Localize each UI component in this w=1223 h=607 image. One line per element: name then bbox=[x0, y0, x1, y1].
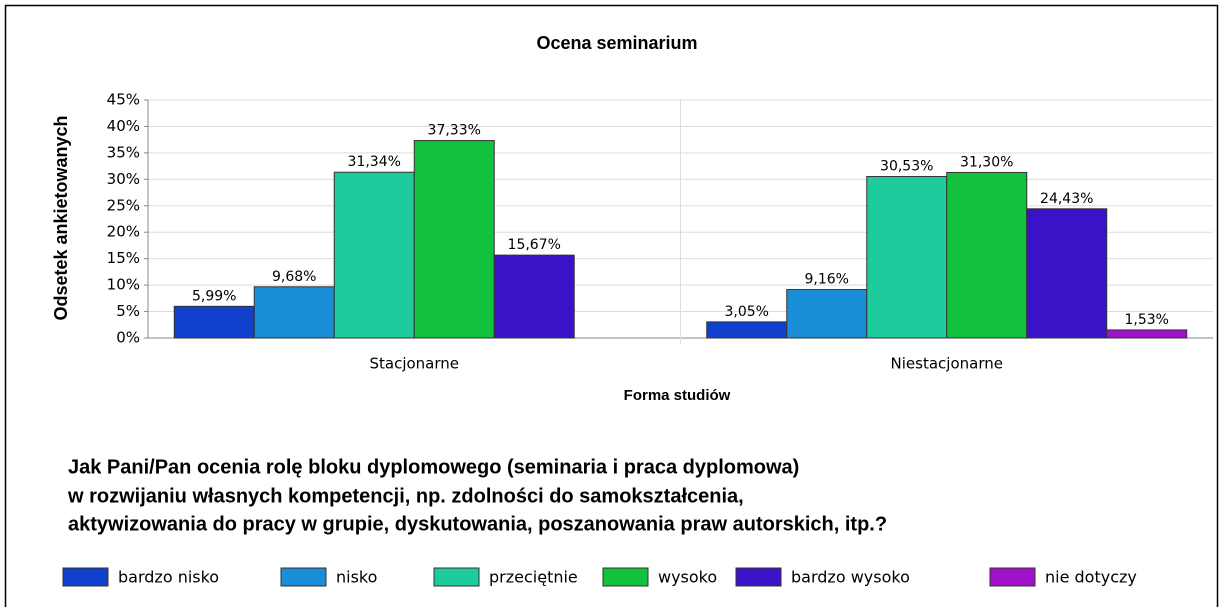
data-label: 31,34% bbox=[348, 154, 401, 170]
legend-label: nie dotyczy bbox=[1045, 568, 1137, 587]
y-tick-label: 35% bbox=[107, 143, 140, 161]
data-label: 37,33% bbox=[428, 123, 481, 139]
y-axis-label: Odsetek ankietowanych bbox=[51, 115, 71, 320]
y-tick-label: 15% bbox=[107, 249, 140, 267]
y-tick-label: 45% bbox=[107, 91, 140, 109]
bar bbox=[1106, 329, 1188, 339]
y-tick-label: 20% bbox=[107, 223, 140, 241]
x-axis-label: Forma studiów bbox=[624, 387, 731, 404]
bar bbox=[333, 171, 415, 339]
legend-swatch bbox=[735, 567, 782, 587]
data-label: 24,43% bbox=[1040, 191, 1093, 207]
x-tick-label: Stacjonarne bbox=[369, 355, 459, 373]
legend-swatch bbox=[62, 567, 109, 587]
bar bbox=[493, 254, 575, 339]
data-label: 31,30% bbox=[960, 154, 1013, 170]
data-label: 9,68% bbox=[272, 269, 316, 285]
bar bbox=[173, 305, 255, 339]
data-label: 5,99% bbox=[192, 288, 236, 304]
bar bbox=[866, 176, 948, 339]
y-tick-label: 0% bbox=[116, 329, 140, 347]
data-label: 30,53% bbox=[880, 159, 933, 175]
legend-label: przeciętnie bbox=[489, 568, 578, 587]
y-tick-label: 25% bbox=[107, 196, 140, 214]
chart-title: Ocena seminarium bbox=[536, 33, 697, 53]
legend-swatch bbox=[433, 567, 480, 587]
legend-swatch bbox=[602, 567, 649, 587]
data-label: 9,16% bbox=[805, 272, 849, 288]
legend-label: wysoko bbox=[658, 568, 717, 587]
data-label: 15,67% bbox=[508, 237, 561, 253]
y-tick-label: 40% bbox=[107, 117, 140, 135]
bar bbox=[946, 171, 1028, 339]
y-tick-label: 5% bbox=[116, 302, 140, 320]
legend-label: nisko bbox=[336, 568, 377, 587]
question-line: aktywizowania do pracy w grupie, dyskuto… bbox=[68, 513, 887, 535]
question-line: w rozwijaniu własnych kompetencji, np. z… bbox=[67, 485, 744, 507]
bar bbox=[253, 286, 335, 339]
data-label: 1,53% bbox=[1125, 312, 1169, 328]
y-tick-label: 30% bbox=[107, 170, 140, 188]
legend-swatch bbox=[989, 567, 1036, 587]
x-tick-label: Niestacjonarne bbox=[891, 355, 1003, 373]
bar bbox=[786, 289, 868, 339]
question-line: Jak Pani/Pan ocenia rolę bloku dyplomowe… bbox=[68, 456, 799, 478]
bar bbox=[1026, 208, 1108, 339]
legend-label: bardzo wysoko bbox=[791, 568, 910, 587]
legend-label: bardzo nisko bbox=[118, 568, 219, 587]
bar bbox=[706, 321, 788, 339]
bar bbox=[413, 140, 495, 339]
legend-swatch bbox=[280, 567, 327, 587]
data-label: 3,05% bbox=[725, 304, 769, 320]
y-tick-label: 10% bbox=[107, 276, 140, 294]
